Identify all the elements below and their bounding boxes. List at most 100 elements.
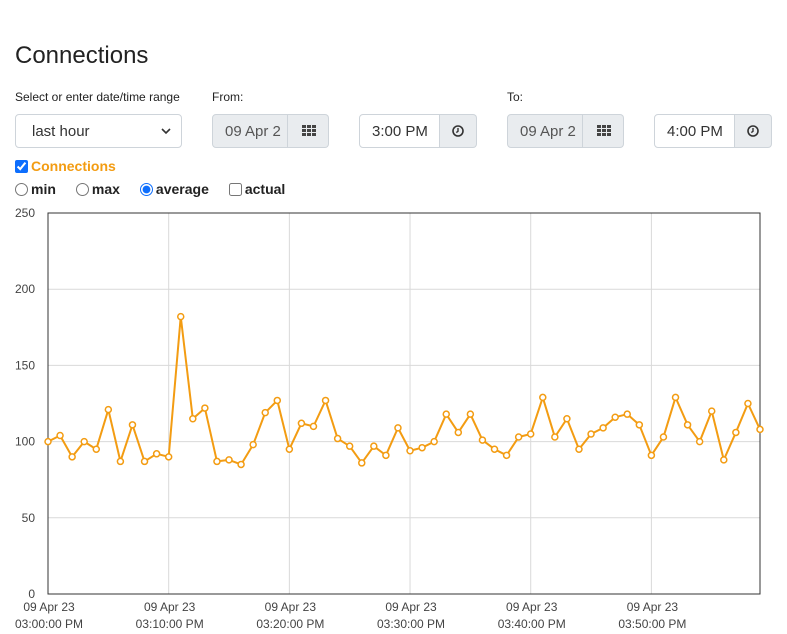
data-point [297, 419, 306, 428]
data-point [116, 457, 125, 466]
data-point [454, 428, 463, 437]
data-point [430, 437, 438, 446]
data-point [164, 453, 173, 461]
clock-icon [452, 125, 464, 137]
data-point [382, 451, 390, 460]
data-point [659, 433, 668, 441]
series-toggle-label: Connections [31, 158, 116, 174]
data-point [176, 312, 185, 321]
data-point [237, 460, 245, 469]
data-point [201, 404, 209, 412]
from-time-value: 3:00 PM [372, 123, 428, 140]
data-point [128, 421, 137, 429]
mode-actual-label: actual [244, 181, 286, 197]
data-point [345, 442, 354, 450]
connections-chart: 0 50 100 150 200 250 09 Apr 23 03:00:00 PM 09 Ap… [15, 206, 764, 631]
data-point [635, 421, 644, 429]
chevron-down-icon [161, 128, 171, 135]
data-point [92, 445, 101, 453]
to-date-value: 09 Apr 2 [520, 123, 576, 140]
to-date-field[interactable]: 09 Apr 2 [507, 114, 583, 148]
data-point [309, 422, 318, 431]
data-point [261, 408, 269, 417]
data-point [249, 440, 257, 449]
data-point [104, 405, 113, 414]
mode-option-average[interactable]: average [139, 181, 209, 197]
data-point [406, 446, 414, 455]
data-point [647, 451, 656, 460]
mode-min-label: min [31, 181, 56, 197]
data-point [418, 443, 426, 452]
data-point [225, 456, 233, 464]
from-label: From: [212, 90, 244, 104]
data-point [563, 414, 571, 423]
data-point [732, 428, 740, 437]
x-tick-date: 09 Apr 23 [23, 600, 75, 614]
data-point [695, 437, 704, 446]
range-select-value: last hour [32, 123, 90, 140]
data-point [394, 424, 402, 432]
mode-option-min[interactable]: min [15, 181, 56, 197]
data-point [68, 453, 76, 461]
data-point [321, 396, 330, 405]
y-tick-label: 250 [15, 206, 35, 220]
mode-max-input[interactable] [75, 182, 89, 196]
from-date-field[interactable]: 09 Apr 2 [212, 114, 288, 148]
data-point [213, 457, 221, 466]
x-tick-date: 09 Apr 23 [506, 600, 558, 614]
x-tick-date: 09 Apr 23 [385, 600, 437, 614]
to-label: To: [507, 90, 524, 104]
data-point [442, 410, 450, 418]
data-point [80, 437, 88, 446]
data-point [189, 414, 197, 423]
grid-calendar-icon [302, 125, 316, 136]
data-point [587, 430, 595, 438]
y-tick-label: 0 [28, 587, 35, 601]
mode-actual-input[interactable] [228, 182, 242, 196]
data-point [370, 442, 378, 450]
data-point [502, 451, 511, 460]
data-point [285, 445, 294, 453]
range-label: Select or enter date/time range [15, 90, 180, 104]
x-tick-time: 03:40:00 PM [498, 617, 566, 631]
mode-average-label: average [155, 181, 209, 197]
data-point [56, 431, 64, 440]
data-point [671, 393, 680, 402]
data-point [490, 445, 499, 453]
mode-average-input[interactable] [139, 182, 153, 196]
data-point [358, 459, 366, 467]
x-tick-time: 03:50:00 PM [618, 617, 686, 631]
data-point [140, 457, 149, 466]
to-time-field[interactable]: 4:00 PM [654, 114, 735, 148]
y-tick-label: 100 [15, 435, 35, 449]
y-tick-label: 200 [15, 282, 35, 296]
mode-option-actual[interactable]: actual [228, 181, 286, 197]
to-time-value: 4:00 PM [667, 123, 723, 140]
from-calendar-button[interactable] [288, 114, 329, 148]
data-point [514, 433, 523, 441]
x-tick-time: 03:20:00 PM [256, 617, 324, 631]
data-point [744, 399, 752, 408]
data-point [599, 424, 607, 432]
from-time-field[interactable]: 3:00 PM [359, 114, 440, 148]
series-checkbox[interactable] [15, 159, 28, 173]
y-tick-label: 150 [15, 358, 35, 372]
data-point [720, 456, 728, 464]
grid-calendar-icon [597, 125, 611, 136]
range-select[interactable]: last hour [15, 114, 182, 148]
x-tick-date: 09 Apr 23 [144, 600, 196, 614]
y-tick-label: 50 [22, 511, 36, 525]
clock-icon [747, 125, 759, 137]
to-calendar-button[interactable] [583, 114, 624, 148]
from-clock-button[interactable] [440, 114, 477, 148]
data-point [526, 430, 535, 438]
mode-option-max[interactable]: max [75, 181, 120, 197]
series-toggle[interactable]: Connections [15, 158, 116, 174]
mode-min-input[interactable] [15, 182, 28, 196]
data-point [44, 437, 52, 446]
data-point [539, 393, 547, 402]
mode-options: min max average actual [15, 181, 305, 197]
to-clock-button[interactable] [735, 114, 772, 148]
series-line [47, 315, 761, 466]
data-point [478, 436, 487, 444]
